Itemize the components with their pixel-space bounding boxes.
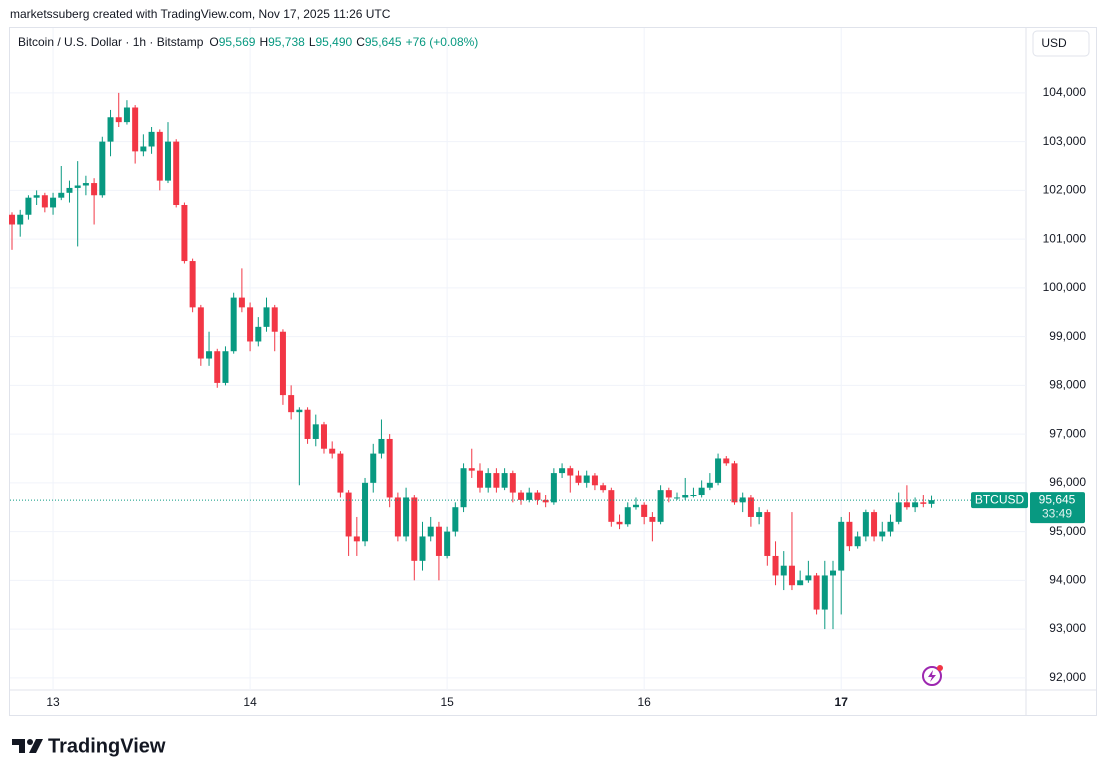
currency-button[interactable]	[1032, 30, 1090, 57]
y-tick-label: 101,000	[1043, 231, 1087, 245]
symbol-badge	[971, 492, 1028, 509]
ohlc-label: L	[309, 35, 316, 49]
y-tick-label: 98,000	[1049, 378, 1086, 392]
legend: Bitcoin / U.S. Dollar · 1h · Bitstamp O95…	[18, 35, 478, 49]
ohlc-value: 95,490	[316, 35, 353, 49]
y-tick-label: 93,000	[1049, 621, 1086, 635]
y-tick-label: 96,000	[1049, 475, 1086, 489]
y-tick-label: 97,000	[1049, 426, 1086, 440]
ohlc-value: 95,738	[268, 35, 305, 49]
symbol: Bitcoin / U.S. Dollar · 1h · Bitstamp	[18, 35, 204, 49]
x-tick-label: 15	[440, 695, 454, 709]
y-tick-label: 100,000	[1043, 280, 1087, 294]
y-tick-label: 95,000	[1049, 524, 1086, 538]
ohlc-value: 95,645	[365, 35, 402, 49]
countdown: 33:49	[1042, 506, 1072, 520]
grid	[10, 28, 1026, 690]
x-tick-label: 13	[46, 695, 60, 709]
ohlc-label: H	[259, 35, 268, 49]
y-tick-label: 92,000	[1049, 670, 1086, 684]
x-tick-label: 16	[637, 695, 651, 709]
chart-frame	[9, 27, 1097, 716]
y-tick-label: 94,000	[1049, 572, 1086, 586]
price-badge-text: 95,645	[1039, 492, 1076, 506]
attribution: marketssuberg created with TradingView.c…	[10, 7, 391, 21]
symbol-badge-text: BTCUSD	[975, 492, 1025, 506]
y-tick-label: 102,000	[1043, 183, 1087, 197]
x-tick-label: 14	[243, 695, 257, 709]
ohlc-label: C	[356, 35, 365, 49]
change: +76 (+0.08%)	[406, 35, 479, 49]
assistant-icon[interactable]	[922, 665, 943, 686]
y-tick-label: 103,000	[1043, 134, 1087, 148]
candles	[9, 107, 935, 610]
y-tick-label: 104,000	[1043, 85, 1087, 99]
x-tick-label: 17	[835, 695, 849, 709]
ohlc-value: 95,569	[219, 35, 256, 49]
currency[interactable]: USD	[1041, 36, 1067, 50]
tradingview-logo: TradingView	[12, 735, 166, 757]
logo-text: TradingView	[48, 735, 166, 757]
y-tick-label: 99,000	[1049, 329, 1086, 343]
ohlc-label: O	[209, 35, 218, 49]
price-badge	[1030, 492, 1085, 524]
